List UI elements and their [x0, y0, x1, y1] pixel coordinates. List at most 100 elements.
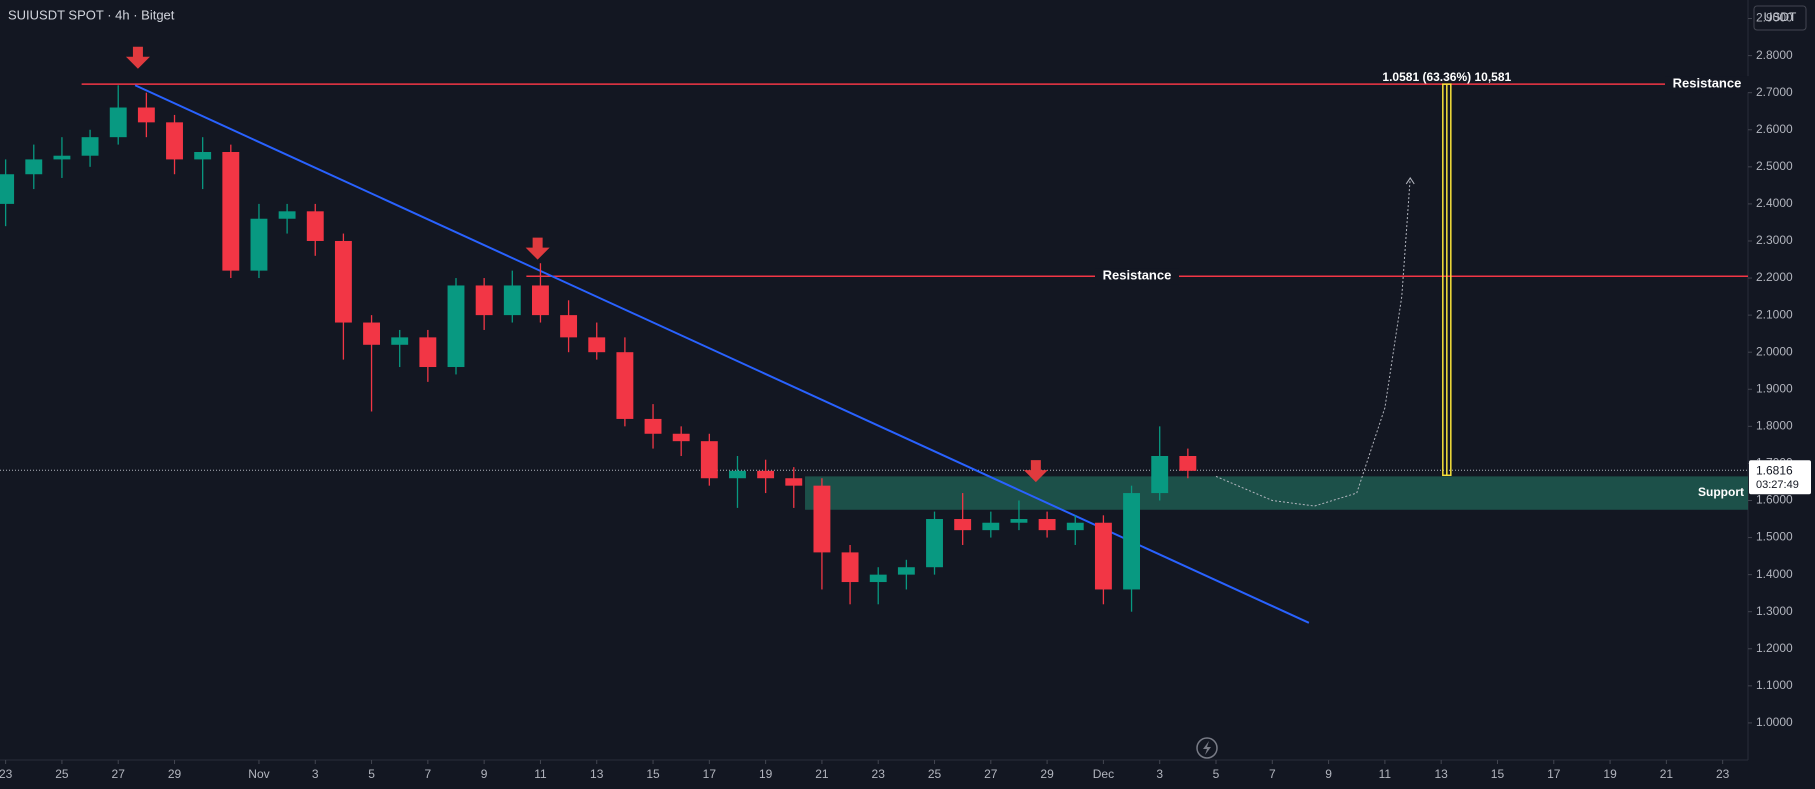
x-tick-label: 5	[368, 767, 375, 781]
candle-body	[363, 322, 380, 345]
candle-body	[1094, 522, 1112, 590]
y-tick-label: 2.2000	[1756, 270, 1793, 284]
y-tick-label: 2.6000	[1756, 122, 1793, 136]
x-tick-label: 17	[1547, 767, 1561, 781]
candle-body	[560, 315, 578, 338]
measure-label: 1.0581 (63.36%) 10,581	[1382, 70, 1511, 84]
support-zone	[805, 476, 1748, 510]
support-label: Support	[1698, 485, 1744, 499]
y-tick-label: 1.3000	[1756, 604, 1793, 618]
x-tick-label: 29	[168, 767, 182, 781]
candle-body	[672, 433, 690, 442]
currency-label[interactable]: USDT	[1764, 10, 1797, 24]
candle-body	[1123, 493, 1140, 590]
x-tick-label: 11	[1379, 767, 1392, 781]
replay-circle[interactable]	[1196, 737, 1218, 759]
candle-body	[1151, 456, 1169, 494]
x-tick-label: 13	[1435, 767, 1449, 781]
candle-body	[25, 159, 43, 175]
resistance-label-bg	[1665, 76, 1749, 93]
y-tick-label: 1.2000	[1756, 641, 1793, 655]
x-tick-label: 21	[1660, 767, 1674, 781]
candle-body	[644, 418, 662, 434]
x-tick-label: 27	[112, 767, 126, 781]
candle-body	[503, 285, 521, 316]
x-tick-label: 19	[1603, 767, 1617, 781]
down-arrow	[125, 46, 150, 69]
y-tick-label: 2.8000	[1756, 48, 1793, 62]
candle-body	[53, 155, 71, 160]
candle-body	[757, 470, 775, 479]
x-tick-label: 11	[534, 767, 547, 781]
countdown-label: 03:27:49	[1756, 479, 1799, 491]
plot-area: Support Resistance Resistance 1.0581 (63.36…	[0, 46, 1749, 624]
x-tick-label: Nov	[248, 767, 269, 781]
candle-body	[588, 337, 606, 353]
candle-body	[841, 552, 859, 583]
candle-body	[813, 485, 831, 553]
trendline	[134, 84, 1310, 624]
candle-body	[0, 174, 15, 204]
x-tick-label: 19	[759, 767, 773, 781]
x-tick-label: 23	[872, 767, 886, 781]
candle-body	[137, 107, 155, 123]
candle-body	[475, 285, 493, 316]
candle-body	[785, 478, 803, 486]
x-tick-label: 15	[646, 767, 660, 781]
x-tick-label: 27	[984, 767, 998, 781]
candle-body	[81, 137, 99, 156]
replay-bolt[interactable]	[1203, 741, 1211, 755]
x-tick-label: 7	[425, 767, 432, 781]
y-tick-label: 1.0000	[1756, 715, 1793, 729]
candle-body	[1038, 519, 1056, 531]
down-arrow	[525, 237, 550, 260]
candle-body	[306, 211, 324, 241]
y-tick-label: 2.5000	[1756, 159, 1793, 173]
candle-body	[729, 470, 746, 479]
x-tick-label: 21	[815, 767, 829, 781]
y-tick-label: 1.9000	[1756, 381, 1793, 395]
candle-body	[700, 441, 718, 479]
resistance-label: Resistance	[1673, 76, 1742, 91]
x-tick-label: 3	[1156, 767, 1163, 781]
y-tick-label: 1.4000	[1756, 567, 1793, 581]
candle-body	[1179, 456, 1197, 471]
last-price-tag	[1749, 460, 1811, 495]
resistance-label-bg	[1095, 268, 1179, 285]
x-tick-label: 17	[703, 767, 717, 781]
x-tick-label: Dec	[1093, 767, 1114, 781]
x-tick-label: 3	[312, 767, 319, 781]
x-tick-label: 25	[928, 767, 942, 781]
currency-button[interactable]	[1753, 5, 1807, 31]
candle-body	[109, 107, 127, 138]
candle-body	[1066, 522, 1084, 531]
replay-icon[interactable]	[1196, 737, 1218, 759]
y-tick-label: 1.5000	[1756, 530, 1793, 544]
down-arrow	[1023, 460, 1048, 483]
candle-body	[278, 211, 296, 219]
resistance-label: Resistance	[1103, 268, 1172, 283]
candle-body	[982, 522, 1000, 531]
candle-body	[194, 152, 212, 160]
x-tick-label: 5	[1213, 767, 1220, 781]
x-tick-label: 9	[1325, 767, 1332, 781]
y-tick-label: 2.1000	[1756, 307, 1793, 321]
candle-body	[391, 337, 409, 345]
x-tick-label: 9	[481, 767, 488, 781]
candle-body	[926, 519, 943, 568]
y-tick-label: 2.7000	[1756, 85, 1793, 99]
y-tick-label: 2.3000	[1756, 233, 1793, 247]
candle-body	[616, 352, 634, 419]
candle-body	[1010, 519, 1028, 523]
x-tick-label: 29	[1040, 767, 1054, 781]
candle-body	[222, 152, 240, 271]
projection-arrowhead	[1405, 177, 1415, 185]
y-tick-label: 2.4000	[1756, 196, 1793, 210]
candle-body	[869, 574, 887, 583]
projection-path	[1215, 177, 1411, 507]
y-tick-label: 2.9000	[1756, 11, 1793, 25]
y-tick-label: 1.6000	[1756, 493, 1793, 507]
candle-body	[897, 567, 915, 575]
